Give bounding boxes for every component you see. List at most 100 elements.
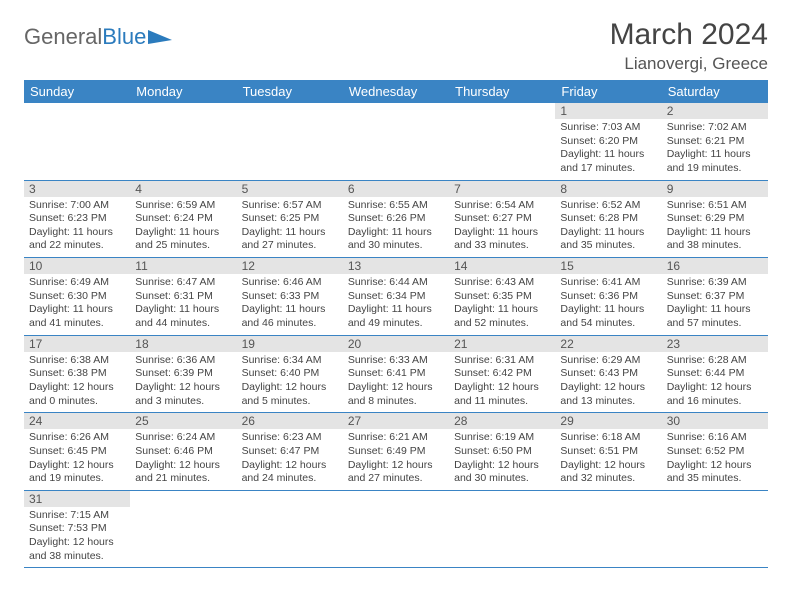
- calendar-day-cell: 18Sunrise: 6:36 AMSunset: 6:39 PMDayligh…: [130, 335, 236, 413]
- day-details: Sunrise: 6:33 AMSunset: 6:41 PMDaylight:…: [343, 352, 449, 413]
- day-number: 30: [662, 413, 768, 429]
- day-details: Sunrise: 7:03 AMSunset: 6:20 PMDaylight:…: [555, 119, 661, 180]
- day-number: 31: [24, 491, 130, 507]
- day-details: Sunrise: 7:15 AMSunset: 7:53 PMDaylight:…: [24, 507, 130, 568]
- calendar-day-cell: 4Sunrise: 6:59 AMSunset: 6:24 PMDaylight…: [130, 180, 236, 258]
- day-details: Sunrise: 6:51 AMSunset: 6:29 PMDaylight:…: [662, 197, 768, 258]
- day-details: Sunrise: 6:26 AMSunset: 6:45 PMDaylight:…: [24, 429, 130, 490]
- day-details: Sunrise: 6:49 AMSunset: 6:30 PMDaylight:…: [24, 274, 130, 335]
- calendar-day-cell: 8Sunrise: 6:52 AMSunset: 6:28 PMDaylight…: [555, 180, 661, 258]
- day-number: 22: [555, 336, 661, 352]
- weekday-header: Monday: [130, 80, 236, 103]
- day-details: Sunrise: 6:36 AMSunset: 6:39 PMDaylight:…: [130, 352, 236, 413]
- day-details: Sunrise: 6:55 AMSunset: 6:26 PMDaylight:…: [343, 197, 449, 258]
- day-details: Sunrise: 6:44 AMSunset: 6:34 PMDaylight:…: [343, 274, 449, 335]
- calendar-table: SundayMondayTuesdayWednesdayThursdayFrid…: [24, 80, 768, 568]
- day-details: Sunrise: 6:24 AMSunset: 6:46 PMDaylight:…: [130, 429, 236, 490]
- day-number: 11: [130, 258, 236, 274]
- day-number: 19: [237, 336, 343, 352]
- day-number: 12: [237, 258, 343, 274]
- calendar-day-cell: 17Sunrise: 6:38 AMSunset: 6:38 PMDayligh…: [24, 335, 130, 413]
- day-number: 18: [130, 336, 236, 352]
- day-details: Sunrise: 6:21 AMSunset: 6:49 PMDaylight:…: [343, 429, 449, 490]
- calendar-day-cell: 27Sunrise: 6:21 AMSunset: 6:49 PMDayligh…: [343, 413, 449, 491]
- calendar-empty-cell: [555, 490, 661, 568]
- calendar-day-cell: 15Sunrise: 6:41 AMSunset: 6:36 PMDayligh…: [555, 258, 661, 336]
- day-number: 20: [343, 336, 449, 352]
- calendar-day-cell: 26Sunrise: 6:23 AMSunset: 6:47 PMDayligh…: [237, 413, 343, 491]
- calendar-day-cell: 3Sunrise: 7:00 AMSunset: 6:23 PMDaylight…: [24, 180, 130, 258]
- day-number: 16: [662, 258, 768, 274]
- calendar-day-cell: 29Sunrise: 6:18 AMSunset: 6:51 PMDayligh…: [555, 413, 661, 491]
- calendar-week-row: 1Sunrise: 7:03 AMSunset: 6:20 PMDaylight…: [24, 103, 768, 180]
- calendar-day-cell: 30Sunrise: 6:16 AMSunset: 6:52 PMDayligh…: [662, 413, 768, 491]
- day-number: 21: [449, 336, 555, 352]
- calendar-day-cell: 20Sunrise: 6:33 AMSunset: 6:41 PMDayligh…: [343, 335, 449, 413]
- day-details: Sunrise: 6:57 AMSunset: 6:25 PMDaylight:…: [237, 197, 343, 258]
- day-details: Sunrise: 6:41 AMSunset: 6:36 PMDaylight:…: [555, 274, 661, 335]
- calendar-day-cell: 21Sunrise: 6:31 AMSunset: 6:42 PMDayligh…: [449, 335, 555, 413]
- weekday-header: Saturday: [662, 80, 768, 103]
- day-details: Sunrise: 6:39 AMSunset: 6:37 PMDaylight:…: [662, 274, 768, 335]
- day-number: 14: [449, 258, 555, 274]
- calendar-day-cell: 10Sunrise: 6:49 AMSunset: 6:30 PMDayligh…: [24, 258, 130, 336]
- weekday-header: Sunday: [24, 80, 130, 103]
- day-number: 13: [343, 258, 449, 274]
- day-details: Sunrise: 6:23 AMSunset: 6:47 PMDaylight:…: [237, 429, 343, 490]
- day-details: Sunrise: 6:38 AMSunset: 6:38 PMDaylight:…: [24, 352, 130, 413]
- day-number: 6: [343, 181, 449, 197]
- day-details: Sunrise: 6:16 AMSunset: 6:52 PMDaylight:…: [662, 429, 768, 490]
- day-number: 24: [24, 413, 130, 429]
- day-number: 9: [662, 181, 768, 197]
- day-number: 27: [343, 413, 449, 429]
- calendar-empty-cell: [237, 490, 343, 568]
- calendar-day-cell: 28Sunrise: 6:19 AMSunset: 6:50 PMDayligh…: [449, 413, 555, 491]
- calendar-week-row: 10Sunrise: 6:49 AMSunset: 6:30 PMDayligh…: [24, 258, 768, 336]
- day-number: 3: [24, 181, 130, 197]
- day-details: Sunrise: 6:29 AMSunset: 6:43 PMDaylight:…: [555, 352, 661, 413]
- weekday-header: Wednesday: [343, 80, 449, 103]
- calendar-day-cell: 5Sunrise: 6:57 AMSunset: 6:25 PMDaylight…: [237, 180, 343, 258]
- day-number: 23: [662, 336, 768, 352]
- logo-text-2: Blue: [102, 24, 146, 50]
- flag-icon: [148, 28, 174, 46]
- calendar-day-cell: 22Sunrise: 6:29 AMSunset: 6:43 PMDayligh…: [555, 335, 661, 413]
- calendar-day-cell: 14Sunrise: 6:43 AMSunset: 6:35 PMDayligh…: [449, 258, 555, 336]
- calendar-empty-cell: [662, 490, 768, 568]
- logo-text-1: General: [24, 24, 102, 50]
- day-number: 10: [24, 258, 130, 274]
- calendar-day-cell: 11Sunrise: 6:47 AMSunset: 6:31 PMDayligh…: [130, 258, 236, 336]
- calendar-day-cell: 7Sunrise: 6:54 AMSunset: 6:27 PMDaylight…: [449, 180, 555, 258]
- day-number: 7: [449, 181, 555, 197]
- day-number: 17: [24, 336, 130, 352]
- day-details: Sunrise: 6:18 AMSunset: 6:51 PMDaylight:…: [555, 429, 661, 490]
- weekday-header: Tuesday: [237, 80, 343, 103]
- calendar-day-cell: 2Sunrise: 7:02 AMSunset: 6:21 PMDaylight…: [662, 103, 768, 180]
- calendar-empty-cell: [449, 490, 555, 568]
- calendar-body: 1Sunrise: 7:03 AMSunset: 6:20 PMDaylight…: [24, 103, 768, 568]
- calendar-day-cell: 24Sunrise: 6:26 AMSunset: 6:45 PMDayligh…: [24, 413, 130, 491]
- day-number: 1: [555, 103, 661, 119]
- weekday-header: Thursday: [449, 80, 555, 103]
- day-details: Sunrise: 6:52 AMSunset: 6:28 PMDaylight:…: [555, 197, 661, 258]
- day-details: Sunrise: 6:34 AMSunset: 6:40 PMDaylight:…: [237, 352, 343, 413]
- calendar-empty-cell: [130, 490, 236, 568]
- calendar-empty-cell: [237, 103, 343, 180]
- weekday-header-row: SundayMondayTuesdayWednesdayThursdayFrid…: [24, 80, 768, 103]
- calendar-empty-cell: [449, 103, 555, 180]
- header: GeneralBlue March 2024 Lianovergi, Greec…: [24, 18, 768, 74]
- calendar-empty-cell: [24, 103, 130, 180]
- day-number: 8: [555, 181, 661, 197]
- calendar-day-cell: 23Sunrise: 6:28 AMSunset: 6:44 PMDayligh…: [662, 335, 768, 413]
- day-details: Sunrise: 6:46 AMSunset: 6:33 PMDaylight:…: [237, 274, 343, 335]
- day-details: Sunrise: 6:47 AMSunset: 6:31 PMDaylight:…: [130, 274, 236, 335]
- day-details: Sunrise: 6:19 AMSunset: 6:50 PMDaylight:…: [449, 429, 555, 490]
- day-number: 5: [237, 181, 343, 197]
- day-details: Sunrise: 6:31 AMSunset: 6:42 PMDaylight:…: [449, 352, 555, 413]
- calendar-day-cell: 12Sunrise: 6:46 AMSunset: 6:33 PMDayligh…: [237, 258, 343, 336]
- calendar-empty-cell: [343, 103, 449, 180]
- calendar-day-cell: 13Sunrise: 6:44 AMSunset: 6:34 PMDayligh…: [343, 258, 449, 336]
- day-number: 25: [130, 413, 236, 429]
- calendar-day-cell: 25Sunrise: 6:24 AMSunset: 6:46 PMDayligh…: [130, 413, 236, 491]
- calendar-week-row: 31Sunrise: 7:15 AMSunset: 7:53 PMDayligh…: [24, 490, 768, 568]
